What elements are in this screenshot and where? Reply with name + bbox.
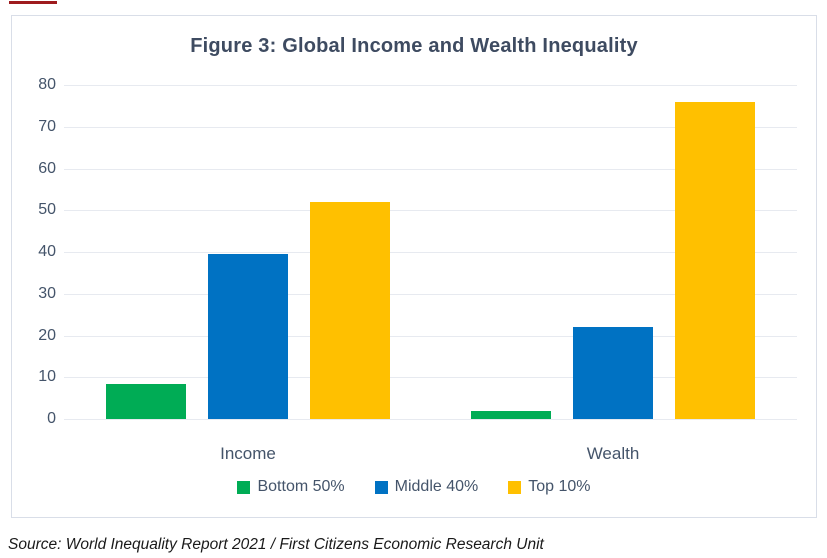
- y-tick-label: 10: [38, 368, 56, 386]
- gridline-50: [64, 210, 797, 212]
- gridline-30: [64, 293, 797, 295]
- bar-group-wealth: [471, 85, 755, 419]
- legend-label: Middle 40%: [394, 478, 479, 495]
- bar-group-income: [106, 85, 390, 419]
- y-tick-label: 30: [38, 284, 56, 302]
- gridline-70: [64, 126, 797, 128]
- legend-swatch-icon: [508, 480, 522, 494]
- x-category-label-wealth: Wealth: [586, 444, 640, 463]
- gridline-80: [64, 85, 797, 86]
- bar-top-10--wealth: [675, 101, 755, 419]
- source-caption: Source: World Inequality Report 2021 / F…: [8, 536, 544, 553]
- gridline-20: [64, 335, 797, 337]
- legend-label: Bottom 50%: [257, 478, 345, 495]
- legend-item-middle-40-: Middle 40%: [374, 478, 479, 496]
- bar-top-10--income: [310, 201, 390, 419]
- y-tick-label: 50: [38, 201, 56, 219]
- x-category-label-income: Income: [220, 444, 276, 463]
- legend-item-bottom-50-: Bottom 50%: [237, 478, 345, 496]
- y-tick-label: 60: [38, 159, 56, 177]
- legend: Bottom 50% Middle 40% Top 10%: [12, 478, 816, 496]
- plot-area: [64, 85, 797, 420]
- bar-bottom-50--income: [106, 383, 186, 419]
- y-tick-label: 0: [47, 410, 56, 427]
- legend-swatch-icon: [237, 480, 251, 494]
- legend-item-top-10-: Top 10%: [508, 478, 591, 496]
- bar-middle-40--income: [208, 254, 288, 419]
- gridline-40: [64, 252, 797, 253]
- chart-container: Figure 3: Global Income and Wealth Inequ…: [11, 15, 817, 518]
- y-tick-label: 80: [38, 76, 56, 93]
- chart-title: Figure 3: Global Income and Wealth Inequ…: [190, 35, 638, 57]
- gridline-10: [64, 377, 797, 379]
- bar-bottom-50--wealth: [471, 410, 551, 419]
- y-tick-label: 20: [38, 326, 56, 344]
- gridline-0: [64, 419, 797, 420]
- legend-label: Top 10%: [528, 478, 591, 495]
- y-tick-label: 40: [38, 243, 56, 260]
- bar-middle-40--wealth: [573, 327, 653, 419]
- accent-line: [9, 1, 57, 4]
- legend-swatch-icon: [374, 480, 388, 494]
- y-tick-label: 70: [38, 117, 56, 135]
- gridline-60: [64, 168, 797, 170]
